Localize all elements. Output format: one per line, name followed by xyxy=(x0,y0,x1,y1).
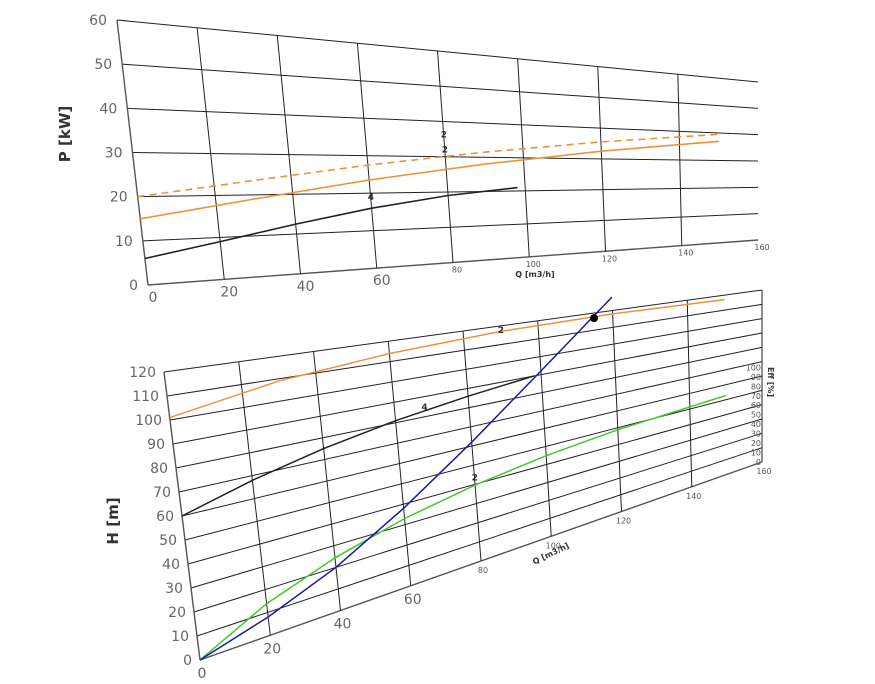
operating-point-marker xyxy=(590,314,599,323)
head-x-tick-label: 160 xyxy=(756,467,771,476)
head-y-tick-label: 70 xyxy=(153,485,171,501)
head-curve-4 xyxy=(199,296,613,661)
power-x-tick-label: 160 xyxy=(754,243,769,252)
head-v-gridline xyxy=(313,351,341,611)
eff-tick-label: 0 xyxy=(756,458,761,467)
head-y-tick-label: 90 xyxy=(147,437,165,453)
power-x-tick-label: 20 xyxy=(220,284,238,300)
eff-tick-label: 10 xyxy=(751,449,761,458)
head-y-tick-label: 50 xyxy=(159,533,177,549)
power-v-gridline xyxy=(597,66,606,252)
power-chart-grid xyxy=(116,19,759,286)
head-y-tick-label: 110 xyxy=(132,389,159,405)
eff-tick-label: 50 xyxy=(751,411,761,420)
head-y-tick-label: 120 xyxy=(129,365,156,381)
eff-tick-label: 90 xyxy=(751,373,761,382)
head-curve-label: 4 xyxy=(421,403,427,413)
head-y-tick-label: 30 xyxy=(165,581,183,597)
power-x-tick-label: 40 xyxy=(297,279,315,295)
eff-tick-label: 40 xyxy=(751,420,761,429)
head-y-tick-label: 20 xyxy=(168,605,186,621)
head-x-tick-label: 100 xyxy=(546,541,561,550)
power-v-gridline xyxy=(116,19,149,286)
eff-tick-label: 100 xyxy=(746,363,761,372)
power-v-gridline xyxy=(437,50,454,263)
eff-tick-label: 20 xyxy=(751,439,761,448)
head-y-tick-label: 80 xyxy=(150,461,168,477)
power-y-tick-label: 0 xyxy=(129,278,138,294)
power-y-tick-label: 30 xyxy=(105,146,123,162)
head-x-tick-label: 60 xyxy=(404,592,422,608)
head-curve-1 xyxy=(169,298,725,419)
power-x-tick-label: 0 xyxy=(149,290,158,306)
power-y-tick-label: 20 xyxy=(110,190,128,206)
head-y-tick-label: 10 xyxy=(171,629,189,645)
eff-tick-label: 70 xyxy=(751,392,761,401)
head-y-tick-label: 100 xyxy=(135,413,162,429)
head-v-gridline xyxy=(462,330,482,562)
power-v-gridline xyxy=(517,58,530,257)
head-curve-label: 2 xyxy=(498,326,504,336)
head-x-tick-label: 0 xyxy=(198,666,207,682)
head-v-gridline xyxy=(686,300,693,487)
eff-tick-label: 60 xyxy=(751,401,761,410)
power-x-tick-label: 80 xyxy=(452,266,462,275)
head-v-gridline xyxy=(612,310,622,512)
chart-curves xyxy=(137,133,727,661)
power-curve-label: 4 xyxy=(368,193,374,203)
power-y-tick-label: 60 xyxy=(89,13,107,29)
power-y-axis-title: P [kW] xyxy=(56,106,74,162)
power-x-tick-label: 100 xyxy=(526,260,541,269)
power-curve-3 xyxy=(144,186,518,260)
power-v-gridline xyxy=(356,43,378,269)
power-curve-2 xyxy=(140,140,719,220)
eff-tick-label: 80 xyxy=(751,382,761,391)
eff-tick-label: 30 xyxy=(751,430,761,439)
power-v-gridline xyxy=(276,35,301,274)
head-x-tick-label: 120 xyxy=(616,517,631,526)
head-x-tick-label: 80 xyxy=(478,566,488,575)
eff-y-axis-title: Eff [%] xyxy=(766,367,775,397)
power-x-tick-label: 60 xyxy=(373,273,391,289)
head-chart-grid xyxy=(163,289,763,661)
power-v-gridline xyxy=(677,74,683,246)
head-v-gridline xyxy=(387,341,412,586)
head-x-tick-label: 20 xyxy=(263,641,281,657)
head-y-tick-label: 40 xyxy=(162,557,180,573)
power-y-tick-label: 40 xyxy=(100,101,118,117)
power-x-axis-title: Q [m3/h] xyxy=(515,270,554,279)
power-curve-label: 2 xyxy=(442,146,448,156)
head-y-tick-label: 0 xyxy=(183,653,192,669)
power-curve-1 xyxy=(137,133,719,198)
head-v-gridline xyxy=(238,361,271,636)
power-y-tick-label: 10 xyxy=(115,234,133,250)
head-v-gridline xyxy=(537,320,552,537)
power-v-gridline xyxy=(196,27,225,280)
power-x-tick-label: 140 xyxy=(678,249,693,258)
head-x-tick-label: 40 xyxy=(334,617,352,633)
head-y-tick-label: 60 xyxy=(156,509,174,525)
head-curve-3 xyxy=(199,394,727,661)
head-x-tick-label: 140 xyxy=(686,492,701,501)
power-curve-label: 2 xyxy=(441,130,447,140)
head-curve-2 xyxy=(181,375,535,517)
head-y-axis-title: H [m] xyxy=(104,497,122,544)
power-x-tick-label: 120 xyxy=(602,254,617,263)
head-curve-label: 2 xyxy=(472,474,478,484)
power-y-tick-label: 50 xyxy=(94,57,112,73)
